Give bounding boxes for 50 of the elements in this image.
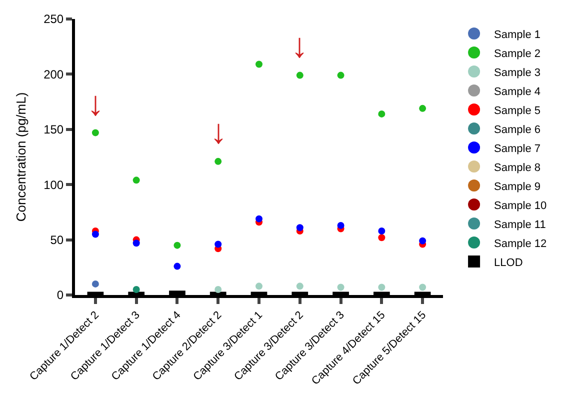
point xyxy=(337,222,344,229)
annotation: ↓ xyxy=(87,85,104,123)
point xyxy=(337,72,344,79)
point xyxy=(378,110,386,118)
legend-label: Sample 7 xyxy=(494,142,541,155)
point xyxy=(378,234,386,242)
point xyxy=(378,227,386,234)
legend-label: Sample 1 xyxy=(494,28,541,41)
point xyxy=(92,280,99,288)
legend-label: Sample 2 xyxy=(494,48,541,60)
y-tick-label: 250 xyxy=(44,12,64,26)
point xyxy=(419,237,426,244)
y-tick-label: 150 xyxy=(44,122,64,137)
point xyxy=(296,224,304,232)
legend-label: Sample 3 xyxy=(494,66,541,79)
legend-label: Sample 5 xyxy=(494,104,541,117)
y-tick-label: 0 xyxy=(56,288,64,302)
point xyxy=(256,60,262,68)
point xyxy=(132,286,140,293)
y-tick-label: 200 xyxy=(44,67,64,82)
legend-label: Sample 11 xyxy=(494,218,546,231)
point xyxy=(296,282,304,290)
legend-label: Sample 9 xyxy=(494,180,541,193)
point xyxy=(174,262,181,270)
y-tick-label: 100 xyxy=(44,178,64,192)
point xyxy=(132,176,140,184)
point xyxy=(337,284,344,291)
point xyxy=(296,72,304,79)
point xyxy=(378,284,386,291)
legend-label: Sample 8 xyxy=(494,162,541,174)
annotation: ↓ xyxy=(291,27,308,65)
point xyxy=(256,215,262,222)
point xyxy=(174,242,181,249)
point xyxy=(256,282,262,290)
annotation: ↓ xyxy=(210,113,227,151)
point xyxy=(214,286,222,293)
legend-label: Sample 6 xyxy=(494,124,541,136)
point xyxy=(132,240,140,247)
legend-label: Sample 4 xyxy=(494,86,541,98)
point xyxy=(419,104,426,112)
legend-label: Sample 10 xyxy=(494,200,547,212)
y-axis-title: Concentration (pg/mL) xyxy=(14,92,29,222)
legend-label: Sample 12 xyxy=(494,238,547,250)
point xyxy=(214,240,222,248)
point xyxy=(92,129,99,136)
legend-label: LLOD xyxy=(494,256,523,269)
point xyxy=(92,230,99,238)
point xyxy=(214,158,222,165)
y-tick-label: 50 xyxy=(50,233,64,247)
point xyxy=(419,284,426,291)
